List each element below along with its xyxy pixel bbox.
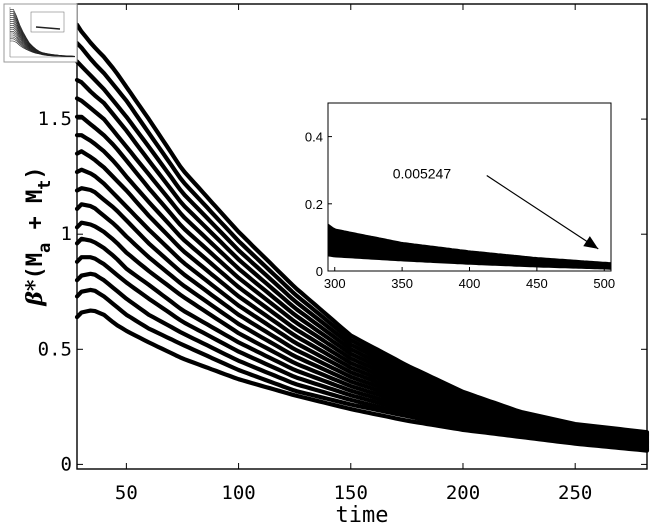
y-tick-label: 1.5 [38, 108, 72, 130]
inset-annotation-arrow [486, 175, 599, 250]
y-tick-label: 1 [61, 223, 72, 245]
inset-x-tick-label: 400 [459, 276, 481, 291]
main-y-axis-label: β*(Ma + Mt) [22, 166, 55, 306]
x-tick-label: 200 [446, 482, 480, 504]
inset-y-tick-label: 0.4 [305, 130, 323, 145]
series-line-1 [74, 308, 650, 453]
x-tick-label: 100 [221, 482, 255, 504]
inset-x-tick-label: 450 [526, 276, 548, 291]
main-x-axis-label: time [336, 503, 389, 524]
x-tick-label: 250 [558, 482, 592, 504]
inset-annotation-arrowhead [583, 236, 599, 249]
inset-x-tick-label: 350 [391, 276, 413, 291]
y-label-sub-a: a [35, 243, 55, 253]
inset-band-area [327, 223, 612, 270]
inset-annotation-text: 0.005247 [393, 166, 452, 182]
inset-y-tick-label: 0.2 [305, 197, 323, 212]
thumbnail-inset-band [35, 26, 61, 30]
y-tick-label: 0.5 [38, 338, 72, 360]
y-tick-label: 0 [61, 453, 72, 475]
inset-x-tick-label: 500 [593, 276, 615, 291]
y-label-sub-t: t [35, 180, 55, 190]
inset-group: 300 350 400 450 500 0 0.2 0.4 0.005247 [305, 130, 615, 291]
thumbnail-series-line [10, 9, 76, 57]
y-label-close: ) [23, 166, 48, 179]
y-label-plus: + M [23, 190, 48, 243]
x-tick-label: 150 [334, 482, 368, 504]
y-label-open: (M [23, 253, 48, 280]
inset-y-tick-label: 0 [316, 264, 323, 279]
thumbnail-group [9, 7, 76, 58]
series-line-17 [74, 22, 650, 435]
main-series-group [74, 22, 650, 453]
y-label-beta: β* [22, 279, 48, 307]
inset-x-tick-label: 300 [324, 276, 346, 291]
main-y-axis-label-text: β*(Ma + Mt) [22, 166, 55, 306]
main-ticks-group: 50 100 150 200 250 0 0.5 1 1.5 [38, 4, 647, 504]
x-tick-label: 50 [115, 482, 138, 504]
